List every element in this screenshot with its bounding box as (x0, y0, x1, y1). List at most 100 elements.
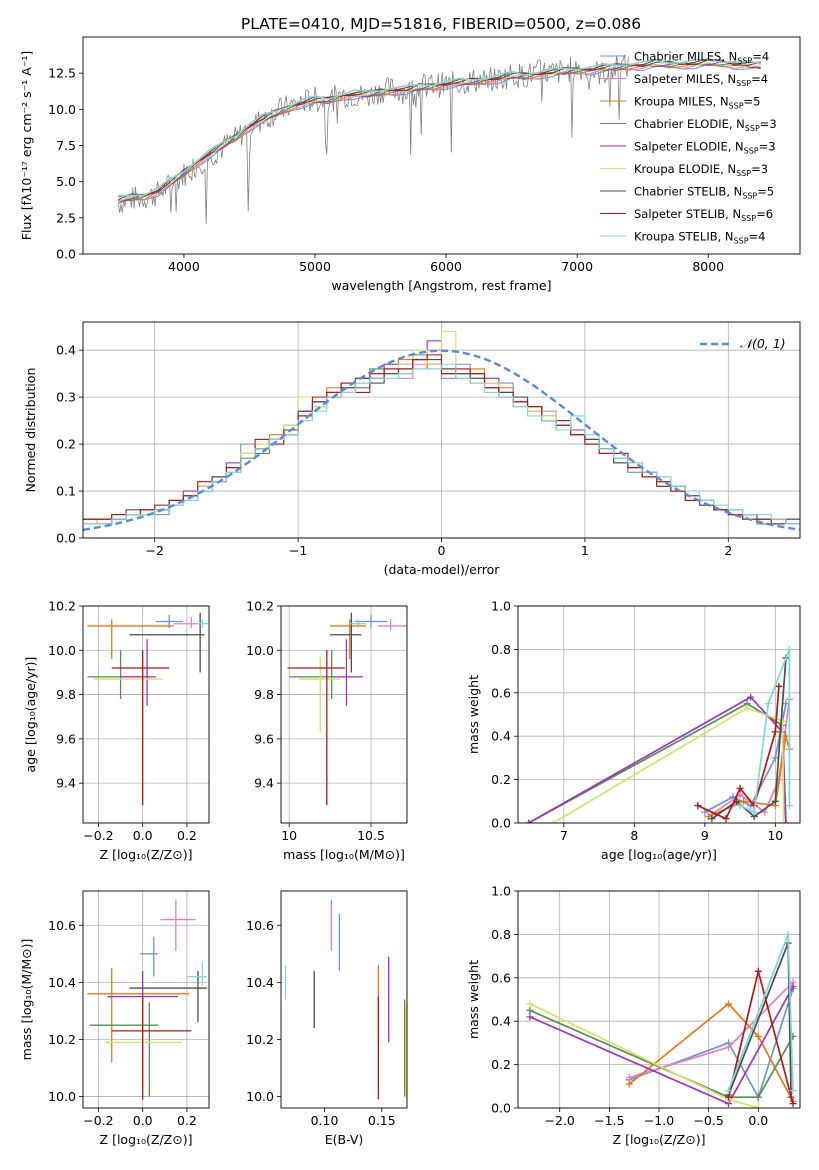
legend-subscript: SSP (742, 192, 757, 201)
plot-area (287, 612, 407, 806)
mass-weight-line (529, 1003, 759, 1108)
y-tick-label: 0.2 (491, 772, 511, 787)
data-point-marker (526, 1013, 534, 1021)
y-tick-label: 10.0 (48, 1089, 76, 1104)
data-point-marker (694, 802, 702, 810)
legend-count: =6 (756, 207, 773, 221)
y-axis-label: Normed distribution (23, 368, 38, 493)
plot-area (83, 330, 800, 531)
y-tick-label: 1.0 (491, 884, 511, 899)
data-point-marker (725, 1043, 733, 1051)
mass-weight-line (697, 686, 780, 820)
y-tick-label: 0.6 (491, 685, 511, 700)
legend-entry: Chabrier ELODIE, NSSP=3 (634, 117, 777, 133)
legend-entry: Chabrier STELIB, NSSP=5 (634, 185, 774, 201)
y-tick-label: 9.6 (254, 731, 274, 746)
data-point-marker (780, 819, 788, 823)
figure-title: PLATE=0410, MJD=51816, FIBERID=0500, z=0… (241, 15, 641, 33)
data-point-marker (754, 1093, 762, 1101)
y-axis-label: mass weight (466, 960, 481, 1039)
x-tick-label: −1.5 (594, 1113, 624, 1128)
data-point-marker (785, 645, 793, 653)
x-tick-label: 6000 (430, 259, 462, 274)
x-tick-label: 8 (630, 828, 638, 843)
y-tick-label: 10.0 (48, 643, 76, 658)
y-tick-label: 10.0 (246, 1089, 274, 1104)
x-tick-label: −2.0 (545, 1113, 575, 1128)
mass-weight-age-panel: 7 8 9 10 0.0 0.2 0.4 0.6 0.8 1.0 age [log₁₀(age/yr… (466, 599, 801, 862)
y-axis-label: age [log₁₀(age/yr)] (23, 657, 38, 773)
legend-subscript: SSP (736, 169, 751, 178)
x-tick-label: −1 (289, 543, 307, 558)
data-point-marker (747, 693, 755, 701)
plot-area (525, 645, 793, 823)
axes-frame (82, 36, 801, 255)
y-tick-label: 0.4 (491, 729, 511, 744)
y-tick-label: 10.0 (48, 102, 76, 117)
axes-frame (517, 605, 801, 824)
x-tick-label: −0.2 (83, 828, 113, 843)
y-tick-label: 9.4 (254, 776, 274, 791)
y-tick-label: 7.5 (56, 138, 76, 153)
data-point-marker (750, 808, 758, 816)
legend-subscript: SSP (737, 57, 752, 66)
x-tick-label: 4000 (168, 259, 200, 274)
data-point-marker (778, 717, 786, 725)
x-tick-label: 8000 (692, 259, 724, 274)
x-axis-label: wavelength [Angstrom, rest frame] (331, 278, 551, 293)
mass-z-panel: −0.2 0.0 0.2 10.0 10.2 10.4 10.6 Z [log₁₀(Z/Z⊙)… (19, 890, 210, 1147)
data-point-marker (782, 819, 790, 823)
data-point-marker (708, 815, 716, 823)
y-tick-label: 0.4 (56, 343, 76, 358)
y-tick-label: 10.6 (246, 918, 274, 933)
axes-frame (82, 890, 210, 1109)
data-point-marker (704, 812, 712, 820)
legend-count: =5 (744, 95, 761, 109)
y-tick-label: 0.8 (491, 927, 511, 942)
panels-group: 4000 5000 6000 7000 80000.02.55.07.510.012.5… (19, 36, 801, 1147)
x-tick-label: 2 (724, 543, 732, 558)
x-tick-label: 1 (581, 543, 589, 558)
legend-subscript: SSP (736, 79, 751, 88)
x-tick-label: 0.2 (177, 828, 197, 843)
axes-frame (517, 890, 801, 1109)
x-tick-label: 10.5 (357, 828, 385, 843)
data-point-marker (725, 1087, 733, 1095)
y-tick-label: 9.8 (56, 687, 76, 702)
mass-weight-line (529, 986, 794, 1105)
legend-entry: Kroupa MILES, NSSP=5 (634, 95, 760, 111)
data-point-marker (771, 754, 779, 762)
y-tick-label: 0.4 (491, 1014, 511, 1029)
data-point-marker (722, 815, 730, 823)
data-point-marker (740, 797, 748, 805)
normal-curve (83, 349, 800, 531)
histogram-panel: −2 −1 0 1 2 0.0 0.1 0.2 0.3 0.4 (data-model)/error… (23, 321, 801, 577)
y-tick-label: 9.4 (56, 776, 76, 791)
spectrum-panel: 4000 5000 6000 7000 8000 0.0 2.5 5.0 7.5 10.0 12.5… (19, 36, 801, 293)
y-axis-label: Flux [fλ10⁻¹⁷ erg cm⁻² s⁻¹ A⁻¹] (19, 51, 34, 240)
axes-frame (280, 605, 408, 824)
data-point-marker (725, 1000, 733, 1008)
spectrum-legend: Chabrier MILES, NSSP=4 Salpeter MILES, NS… (600, 50, 777, 246)
mass-ebv-panel: 0.10 0.15 10.0 10.2 10.4 10.6 E(B-V) (246, 890, 408, 1147)
y-tick-label: 0.1 (56, 484, 76, 499)
data-point-marker (625, 1080, 633, 1088)
x-tick-label: 5000 (299, 259, 331, 274)
x-tick-label: 0.0 (133, 828, 153, 843)
y-axis-label: mass [log₁₀(M/M⊙)] (19, 939, 34, 1061)
mass-weight-line (628, 1002, 794, 1102)
data-point-marker (789, 1100, 797, 1108)
legend-subscript: SSP (734, 237, 749, 246)
data-point-marker (526, 1006, 534, 1014)
age-mass-panel: 10 10.5 9.4 9.6 9.8 10.0 10.2 mass [log₁₀(M/M⊙)… (246, 599, 408, 862)
legend-entry: Chabrier MILES, NSSP=4 (634, 50, 769, 66)
data-point-marker (754, 1032, 762, 1040)
x-tick-label: 0.0 (748, 1113, 768, 1128)
x-tick-label: 10 (767, 828, 783, 843)
x-tick-label: −0.2 (83, 1113, 113, 1128)
model-spectrum-line (118, 58, 761, 197)
plot-area (118, 54, 761, 224)
mass-weight-line (727, 942, 792, 1098)
data-point-marker (771, 728, 779, 736)
x-tick-label: −0.5 (693, 1113, 723, 1128)
